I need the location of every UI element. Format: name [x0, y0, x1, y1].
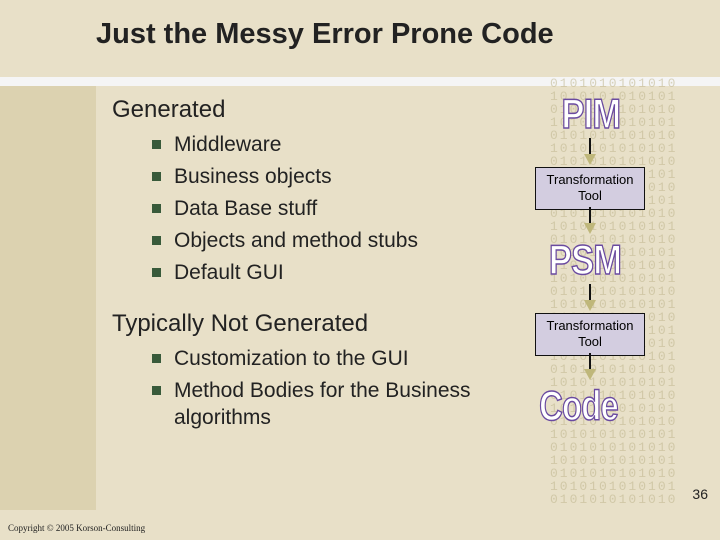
- section-heading-not-generated: Typically Not Generated: [112, 310, 368, 338]
- list-item: Method Bodies for the Business algorithm…: [152, 378, 472, 432]
- tool-box-label: Transformation Tool: [547, 318, 634, 349]
- section-heading-generated: Generated: [112, 96, 225, 124]
- page-title: Just the Messy Error Prone Code: [96, 18, 554, 51]
- list-item: Objects and method stubs: [152, 228, 482, 255]
- binary-background: 0101010101010 1010101010101 010101010101…: [550, 77, 720, 510]
- slide-number: 36: [692, 486, 708, 502]
- wordart-pim: PIM: [561, 90, 620, 138]
- list-item: Data Base stuff: [152, 196, 482, 223]
- generated-list: Middleware Business objects Data Base st…: [152, 132, 482, 291]
- transformation-tool-box-1: Transformation Tool: [535, 167, 645, 210]
- list-item: Default GUI: [152, 260, 482, 287]
- list-item: Customization to the GUI: [152, 346, 472, 373]
- arrow-down-icon: [584, 223, 596, 234]
- list-item: Business objects: [152, 164, 482, 191]
- copyright-text: Copyright © 2005 Korson-Consulting: [8, 523, 145, 533]
- arrow-down-icon: [584, 154, 596, 165]
- wordart-code: Code: [539, 382, 618, 430]
- left-accent-block: [0, 86, 96, 510]
- list-item: Middleware: [152, 132, 482, 159]
- tool-box-label: Transformation Tool: [547, 172, 634, 203]
- arrow-down-icon: [584, 300, 596, 311]
- transformation-tool-box-2: Transformation Tool: [535, 313, 645, 356]
- not-generated-list: Customization to the GUI Method Bodies f…: [152, 346, 472, 437]
- arrow-down-icon: [584, 369, 596, 380]
- wordart-psm: PSM: [549, 236, 621, 284]
- top-stripe: [0, 77, 720, 86]
